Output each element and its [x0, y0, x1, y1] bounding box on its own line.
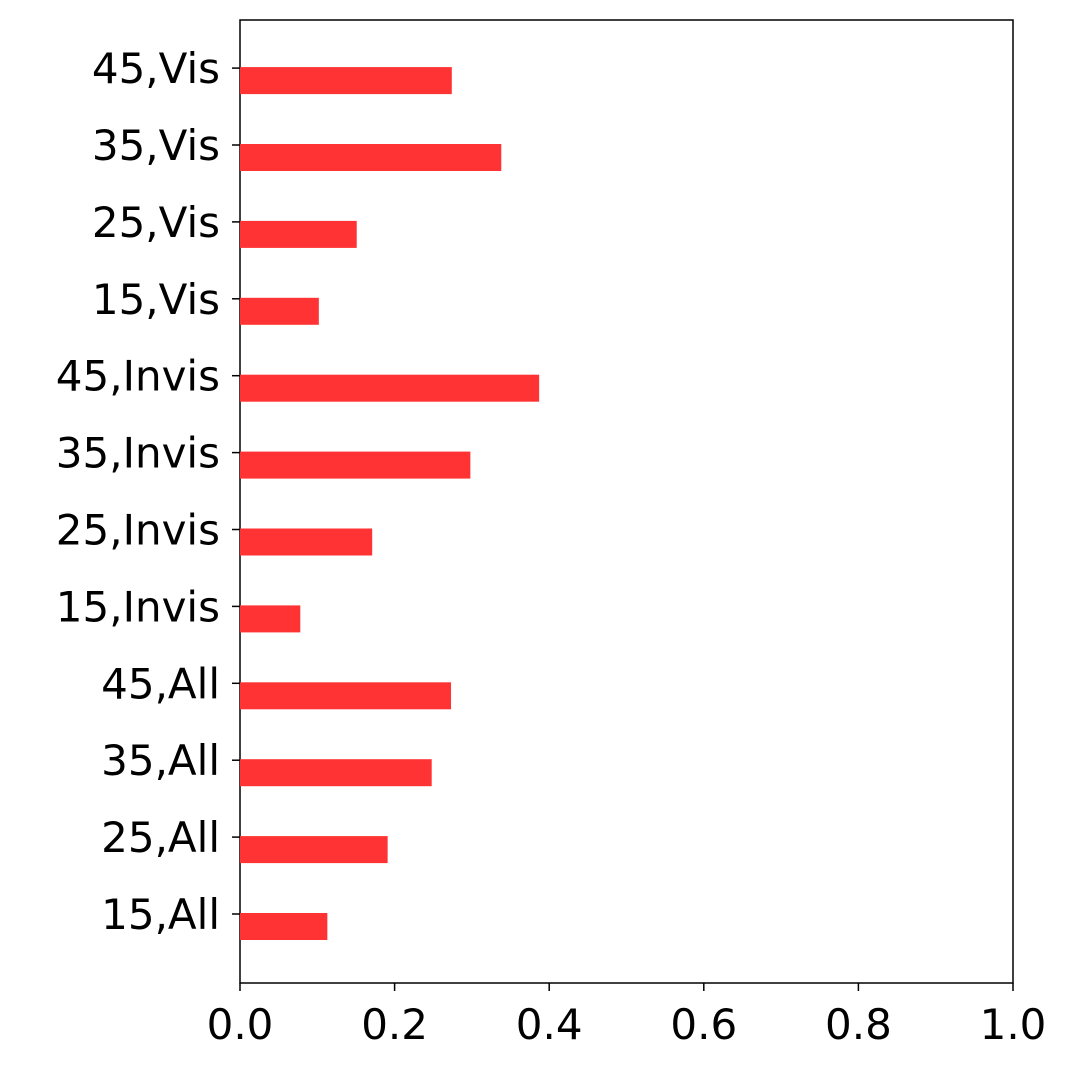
y-tick-label: 25,All: [101, 813, 220, 862]
bar: [240, 374, 540, 402]
y-tick-label: 25,Invis: [56, 506, 220, 555]
bar: [240, 220, 357, 248]
x-tick-label: 0.2: [361, 1000, 428, 1049]
x-tick-label: 1.0: [980, 1000, 1047, 1049]
bar: [240, 836, 388, 864]
y-tick-label: 15,Invis: [56, 582, 220, 631]
y-tick-label: 35,Invis: [56, 429, 220, 478]
y-tick-label: 35,All: [101, 736, 220, 785]
y-tick-label: 45,Invis: [56, 352, 220, 401]
bar: [240, 144, 502, 171]
x-tick-label: 0.4: [516, 1000, 583, 1049]
y-tick-label: 35,Vis: [92, 121, 220, 170]
bar: [240, 451, 471, 479]
x-tick-label: 0.6: [670, 1000, 737, 1049]
y-tick-label: 15,Vis: [92, 275, 220, 324]
y-tick-label: 25,Vis: [92, 198, 220, 247]
x-tick-label: 0.8: [825, 1000, 892, 1049]
bar: [240, 913, 328, 940]
bar: [240, 605, 301, 633]
x-tick-label: 0.0: [207, 1000, 274, 1049]
y-tick-label: 45,All: [101, 659, 220, 708]
plot-frame: [239, 19, 1014, 984]
bar: [240, 297, 319, 325]
y-tick-label: 15,All: [101, 890, 220, 939]
bar: [240, 528, 373, 556]
bar: [240, 759, 432, 787]
bar: [240, 67, 452, 95]
y-tick-label: 45,Vis: [92, 44, 220, 93]
bar: [240, 682, 452, 710]
